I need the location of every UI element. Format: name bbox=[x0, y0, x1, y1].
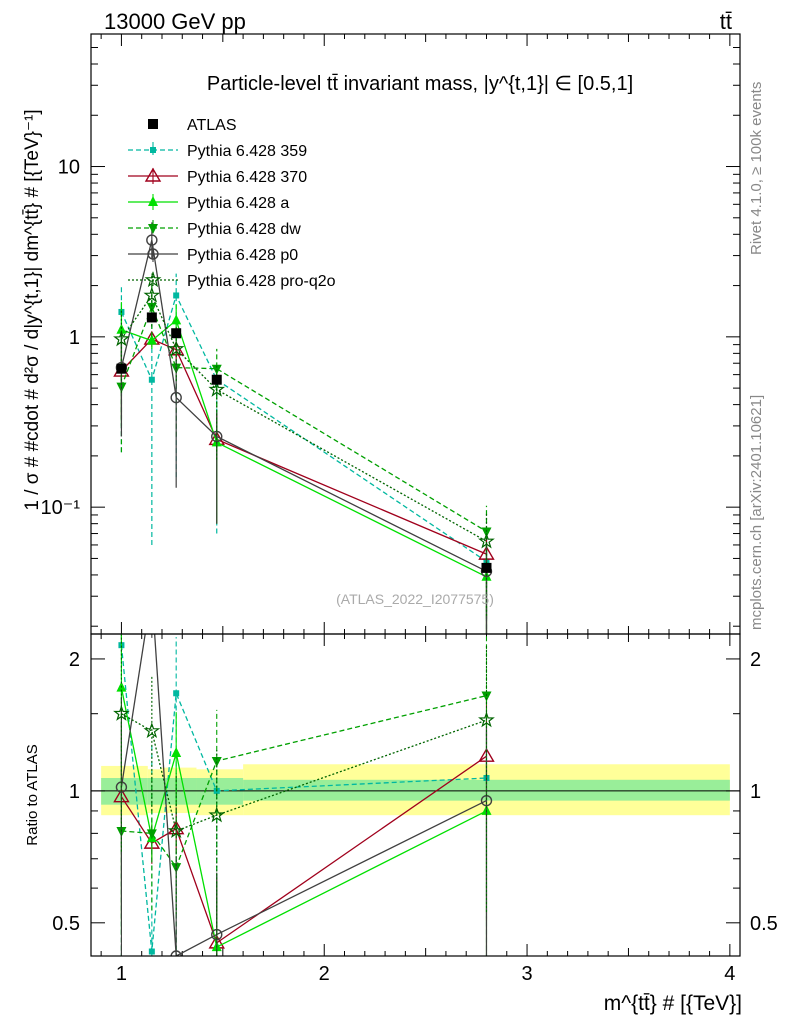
legend-marker bbox=[144, 167, 162, 182]
series-pythia-6-428-370 bbox=[113, 330, 495, 634]
legend: ATLAS Pythia 6.428 359 Pythia 6.428 370 Pyt… bbox=[128, 117, 336, 290]
ratio-point bbox=[146, 829, 157, 840]
ratio-point bbox=[208, 806, 226, 823]
ratio-point bbox=[173, 690, 180, 697]
ratio-y-tick-label: 2 bbox=[69, 649, 80, 671]
legend-marker bbox=[148, 224, 158, 234]
data-point bbox=[148, 376, 155, 383]
legend-label: Pythia 6.428 p0 bbox=[187, 247, 298, 264]
main-panel: 10⁻¹ 1 10 bbox=[41, 33, 740, 634]
header-left: 13000 GeV pp bbox=[104, 9, 246, 34]
data-point bbox=[478, 532, 495, 549]
legend-label: Pythia 6.428 359 bbox=[187, 143, 307, 160]
ratio-point bbox=[167, 822, 185, 839]
ratio-point bbox=[113, 704, 130, 721]
ratio-frame bbox=[90, 633, 741, 957]
data-point bbox=[481, 527, 492, 538]
data-point bbox=[113, 330, 130, 347]
ratio-point bbox=[170, 950, 182, 956]
ratio-point bbox=[171, 747, 182, 758]
ratio-point bbox=[148, 948, 155, 955]
ratio-series-group bbox=[113, 587, 495, 956]
x-axis-label: m^{tt̄} # [{TeV}] bbox=[604, 992, 742, 1015]
data-point bbox=[211, 374, 222, 385]
watermark: (ATLAS_2022_I2077575) bbox=[336, 591, 494, 607]
ratio-point bbox=[481, 691, 492, 702]
legend-marker bbox=[150, 147, 156, 153]
legend-label: Pythia 6.428 pro-q2o bbox=[187, 273, 336, 290]
series-line bbox=[120, 294, 487, 542]
data-point bbox=[171, 314, 182, 325]
ratio-point bbox=[143, 722, 161, 739]
legend-marker bbox=[147, 248, 159, 260]
legend-marker bbox=[148, 119, 158, 129]
ratio-series-line bbox=[120, 645, 487, 952]
data-point bbox=[116, 363, 127, 374]
header-right: tt̄ bbox=[720, 9, 732, 34]
data-point bbox=[167, 340, 185, 356]
main-y-tick-label: 10⁻¹ bbox=[41, 497, 81, 519]
data-point bbox=[173, 292, 180, 299]
data-point bbox=[146, 234, 158, 246]
x-tick-label: 2 bbox=[319, 963, 330, 985]
series-line bbox=[120, 305, 487, 533]
ratio-y-tick-label-right: 0.5 bbox=[750, 913, 778, 935]
ratio-y-tick-label-right: 2 bbox=[750, 649, 761, 671]
legend-label: ATLAS bbox=[187, 117, 237, 134]
ratio-point bbox=[147, 587, 157, 597]
data-point bbox=[116, 323, 127, 334]
data-point bbox=[170, 391, 182, 404]
ratio-y-tick-label: 0.5 bbox=[52, 913, 80, 935]
ratio-panel: 1 2 3 4 0.5 0.5 1 1 2 2 bbox=[52, 587, 778, 985]
ratio-series-pythia-6-428-pro-q2o bbox=[113, 634, 495, 956]
legend-label: Pythia 6.428 a bbox=[187, 195, 289, 212]
main-y-tick-label: 1 bbox=[69, 327, 80, 349]
data-point bbox=[208, 380, 226, 397]
main-title: Particle-level tt̄ invariant mass, |y^{t… bbox=[207, 73, 633, 95]
legend-marker bbox=[144, 271, 162, 288]
series-atlas bbox=[116, 312, 492, 574]
rivet-label: Rivet 4.1.0, ≥ 100k events bbox=[748, 82, 765, 255]
x-tick-label: 1 bbox=[116, 963, 127, 985]
data-point bbox=[146, 302, 157, 313]
series-pythia-6-428-a bbox=[116, 302, 492, 634]
data-point bbox=[146, 312, 157, 323]
data-point bbox=[481, 562, 492, 573]
mcplots-label: mcplots.cern.ch [arXiv:2401.10621] bbox=[748, 395, 765, 630]
ratio-y-tick-label: 1 bbox=[69, 781, 80, 803]
legend-marker bbox=[148, 196, 158, 206]
main-series-group bbox=[113, 222, 495, 634]
legend-label: Pythia 6.428 370 bbox=[187, 169, 307, 186]
ratio-series-line bbox=[120, 634, 487, 956]
ratio-y-axis-label: Ratio to ATLAS bbox=[24, 744, 41, 845]
main-y-tick-label: 10 bbox=[58, 157, 80, 179]
data-point bbox=[146, 334, 157, 345]
ratio-y-tick-label-right: 1 bbox=[750, 781, 761, 803]
main-y-axis-label: 1 / σ # #cdot # d²σ / d|y^{t,1}| dm^{tt̄… bbox=[22, 109, 43, 510]
ratio-series-line bbox=[121, 713, 487, 832]
ratio-point bbox=[478, 711, 495, 728]
x-tick-label: 3 bbox=[521, 963, 532, 985]
data-point bbox=[171, 328, 182, 339]
legend-label: Pythia 6.428 dw bbox=[187, 221, 301, 238]
data-point bbox=[143, 286, 161, 303]
x-tick-label: 4 bbox=[724, 963, 735, 985]
